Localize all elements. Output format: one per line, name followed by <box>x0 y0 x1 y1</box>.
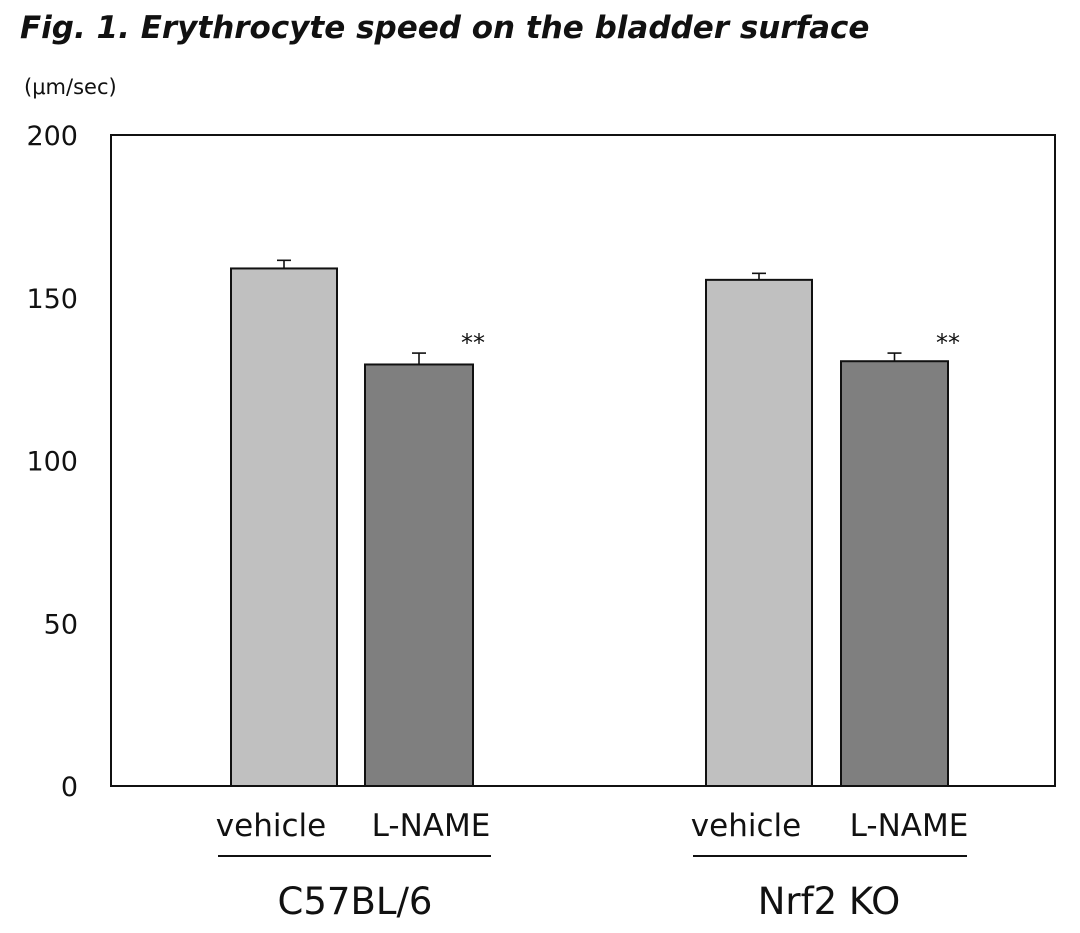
group-label: Nrf2 KO <box>758 880 901 923</box>
category-label: vehicle <box>691 808 801 844</box>
bar <box>840 360 949 787</box>
bar <box>705 278 813 787</box>
group-label: C57BL/6 <box>278 880 433 923</box>
y-tick-label: 150 <box>26 284 78 315</box>
bar <box>230 267 338 787</box>
plot-area: 0 50 100 150 200 vehicle ** L-NAME C57BL/6 vehicl… <box>26 121 1056 923</box>
plot-frame <box>110 134 1056 787</box>
bar <box>364 363 474 787</box>
y-tick-label: 50 <box>44 609 78 640</box>
chart-title: Fig. 1. Erythrocyte speed on the bladder… <box>20 10 869 46</box>
y-tick-label: 200 <box>26 121 78 152</box>
category-label: L-NAME <box>850 808 969 844</box>
significance-marker: ** <box>936 329 960 357</box>
category-label: L-NAME <box>372 808 491 844</box>
category-label: vehicle <box>216 808 326 844</box>
y-tick-label: 100 <box>26 447 78 478</box>
y-axis-unit-label: (μm/sec) <box>24 75 117 99</box>
y-tick-label: 0 <box>61 772 78 803</box>
significance-marker: ** <box>461 329 485 357</box>
